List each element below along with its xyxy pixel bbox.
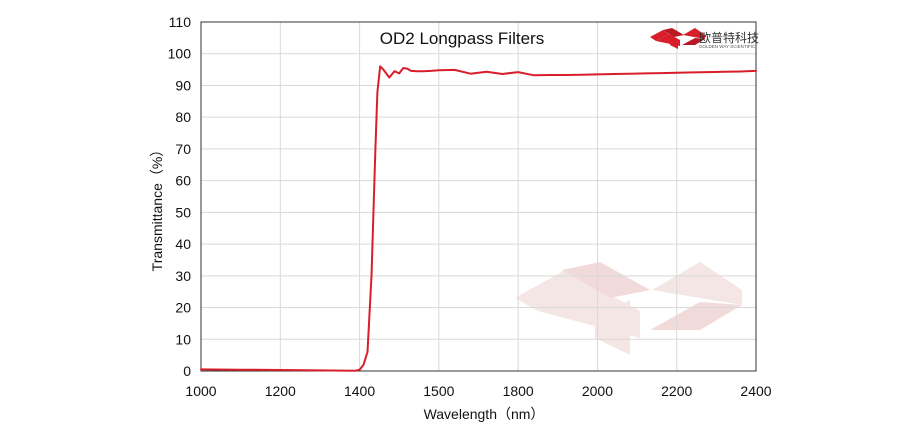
y-axis-label: Transmittance（%） <box>149 143 165 272</box>
x-tick-label: 1400 <box>344 383 375 399</box>
watermark-logo <box>515 262 742 355</box>
x-axis-ticks: 1000 1200 1400 1500 1800 2000 2200 2400 <box>185 383 771 399</box>
x-tick-label: 2200 <box>661 383 692 399</box>
y-tick-label: 60 <box>175 173 191 189</box>
x-tick-label: 1500 <box>423 383 454 399</box>
y-tick-label: 50 <box>175 204 191 220</box>
y-tick-label: 20 <box>175 300 191 316</box>
y-tick-label: 10 <box>175 331 191 347</box>
y-tick-label: 110 <box>169 14 192 30</box>
y-tick-label: 0 <box>183 363 191 379</box>
x-tick-label: 1800 <box>503 383 534 399</box>
y-tick-label: 30 <box>175 268 191 284</box>
brand-name-cn: 欧普特科技 <box>699 30 759 45</box>
transmittance-series-line <box>200 65 757 372</box>
plot-frame <box>200 21 757 372</box>
y-tick-label: 90 <box>175 77 191 93</box>
y-tick-label: 70 <box>175 141 191 157</box>
y-tick-label: 40 <box>175 236 191 252</box>
y-axis-ticks: 0 10 20 30 40 50 60 70 80 90 100 110 <box>168 14 192 379</box>
x-tick-label: 1000 <box>185 383 216 399</box>
brand-name-en: GOLDEN WAY SCIENTIFIC <box>699 44 756 49</box>
brand-logo-icon <box>650 28 705 49</box>
x-tick-label: 1200 <box>265 383 296 399</box>
x-axis-label: Wavelength（nm） <box>424 406 545 422</box>
y-tick-label: 80 <box>175 109 191 125</box>
x-tick-label: 2000 <box>582 383 613 399</box>
grid <box>201 22 756 371</box>
y-tick-label: 100 <box>168 46 192 62</box>
brand-logo: 欧普特科技 GOLDEN WAY SCIENTIFIC <box>650 28 759 49</box>
x-tick-label: 2400 <box>740 383 771 399</box>
chart-title: OD2 Longpass Filters <box>380 29 544 48</box>
